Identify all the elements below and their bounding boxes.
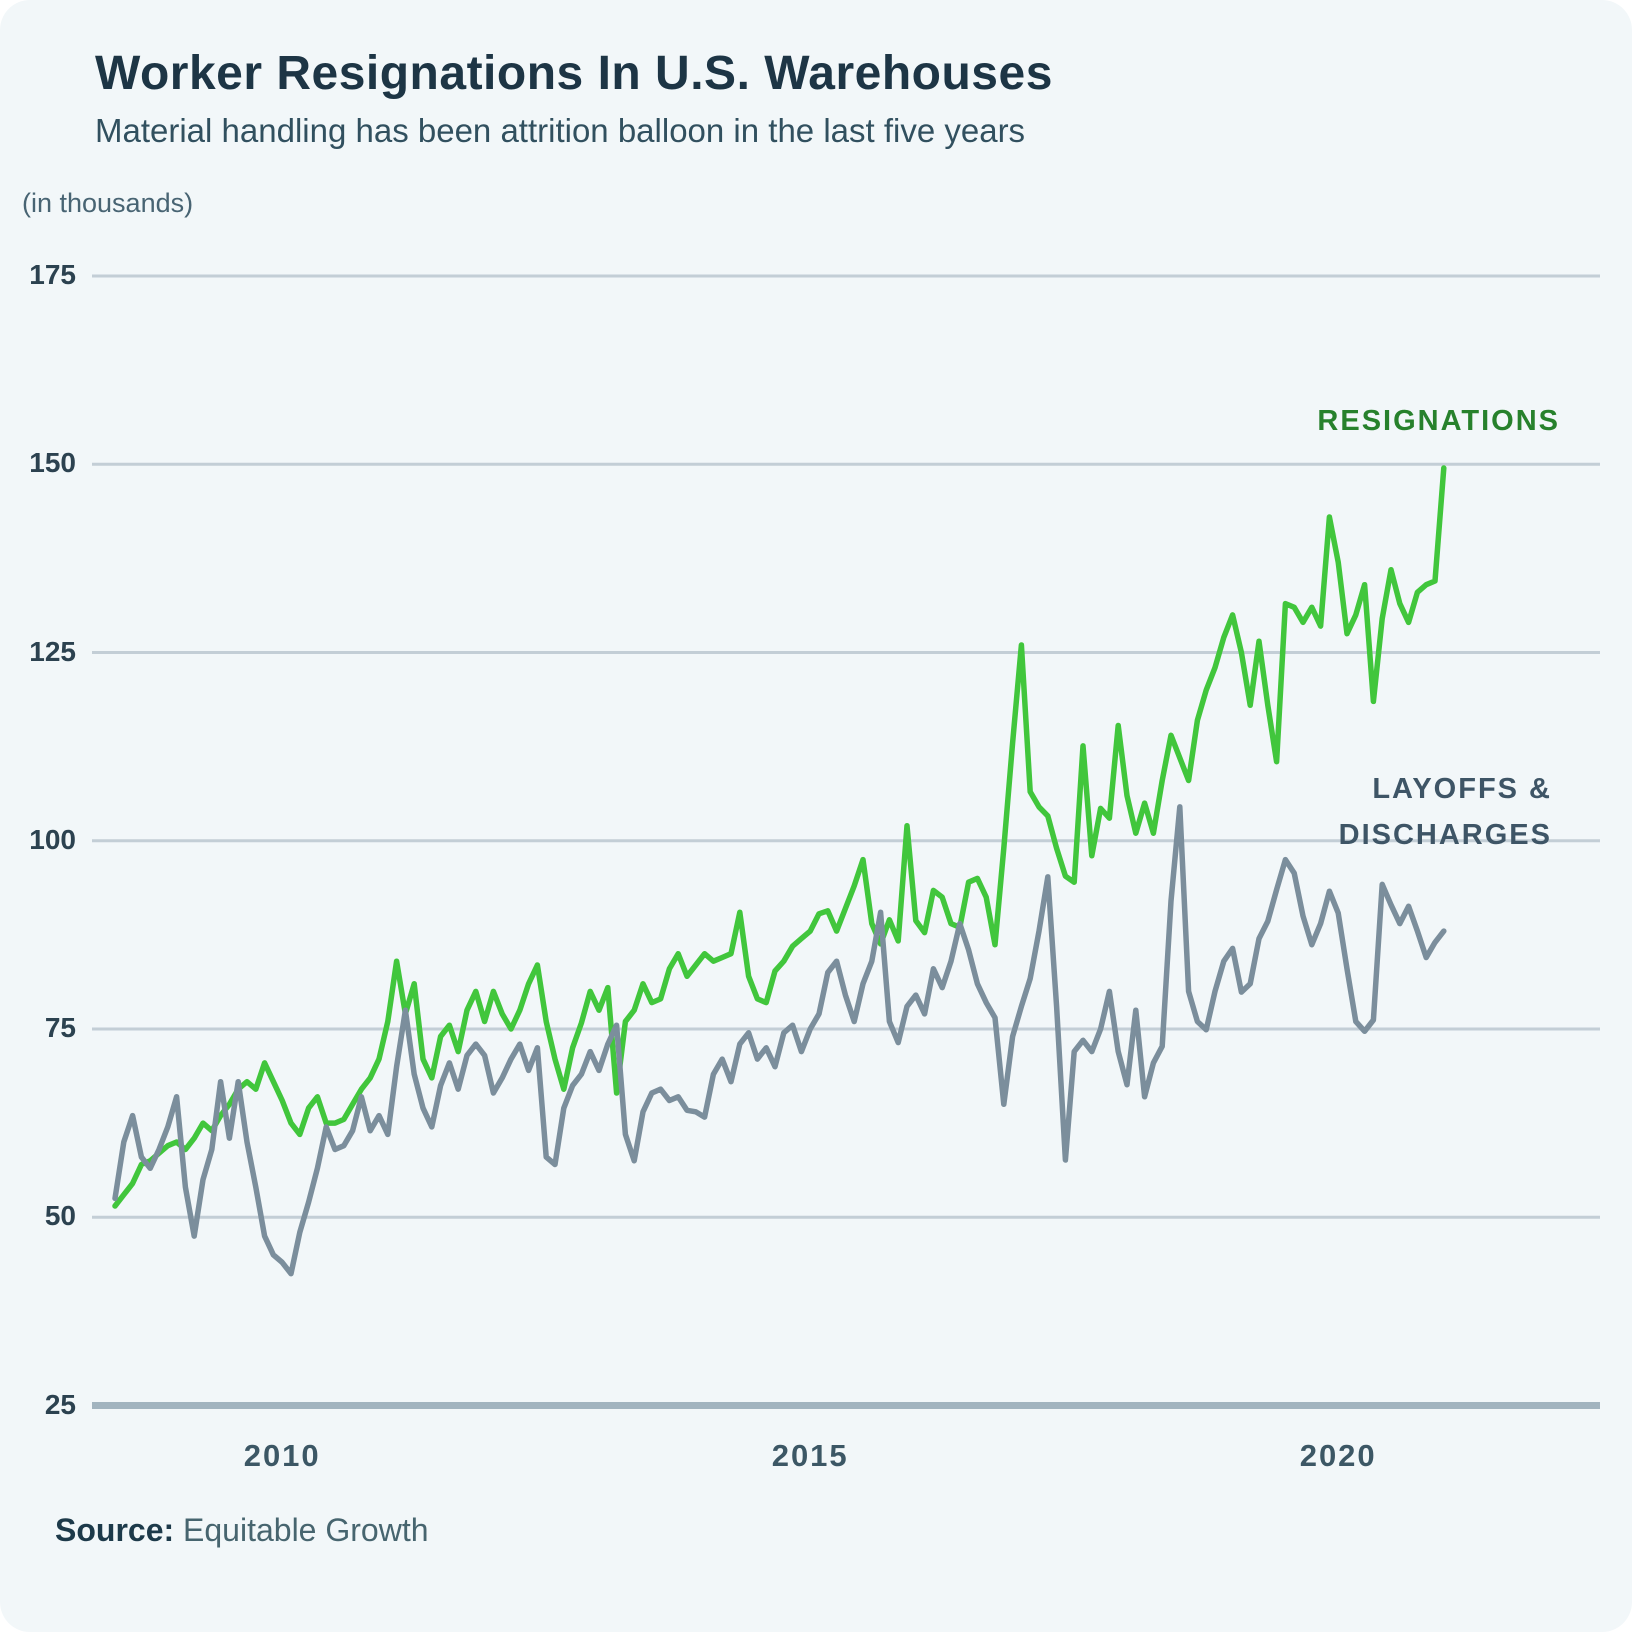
source-value: Equitable Growth: [183, 1512, 429, 1548]
x-tick-label: 2020: [1299, 1438, 1377, 1473]
layoffs-line: [112, 804, 1447, 1277]
x-tick-label: 2010: [243, 1438, 321, 1473]
y-tick-label: 25: [44, 1388, 76, 1420]
y-tick-label: 125: [29, 635, 76, 667]
series-label-resignations: RESIGNATIONS: [1317, 405, 1560, 437]
resignations-line: [112, 465, 1447, 1209]
x-tick-label: 2015: [771, 1438, 849, 1473]
y-tick-label: 100: [29, 823, 76, 855]
series-label-layoffs: LAYOFFS & DISCHARGES: [1338, 773, 1552, 851]
y-tick-label: 75: [44, 1012, 76, 1043]
page-subtitle: Material handling has been attrition bal…: [95, 112, 1026, 149]
y-tick-label: 175: [29, 259, 76, 290]
page-title: Worker Resignations In U.S. Warehouses: [95, 47, 1053, 100]
y-tick-label: 50: [44, 1200, 76, 1232]
source-label: Source:: [55, 1512, 175, 1548]
unit-label: (in thousands): [22, 188, 194, 218]
y-tick-label: 150: [29, 447, 76, 479]
source-note: Source: Equitable Growth: [55, 1512, 429, 1549]
